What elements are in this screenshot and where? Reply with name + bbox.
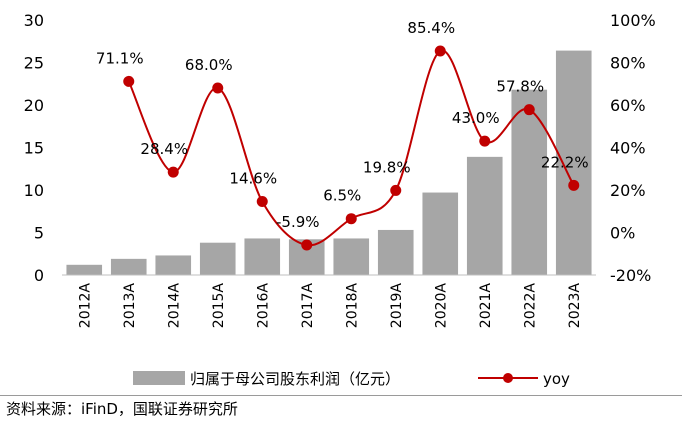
x-tick-label: 2019A: [389, 283, 405, 329]
profit-bar: [333, 238, 370, 275]
x-tick-label: 2023A: [567, 283, 583, 329]
x-tick-label: 2020A: [433, 283, 449, 329]
yoy-markers: [123, 45, 580, 251]
x-tick-label: 2014A: [166, 283, 182, 329]
legend-bar-swatch: [133, 371, 185, 385]
x-tick-label: 2021A: [478, 283, 494, 329]
profit-bar: [466, 156, 503, 275]
profit-bars: [66, 50, 592, 275]
profit-bar: [199, 242, 236, 275]
x-tick-label: 2018A: [344, 283, 360, 329]
right-tick-label: 80%: [610, 54, 646, 73]
right-tick-label: -20%: [610, 266, 651, 285]
yoy-data-label: 6.5%: [323, 187, 361, 205]
profit-bar: [66, 264, 103, 275]
combo-chart: 0 5 10 15 20 25 30 -20% 0% 20% 40% 60% 80% 100% 2012…: [24, 11, 656, 388]
yoy-data-label: 14.6%: [229, 169, 277, 187]
legend-bar-label: 归属于母公司股东利润（亿元）: [190, 370, 400, 388]
yoy-data-label: 71.1%: [96, 49, 144, 67]
right-tick-label: 20%: [610, 181, 646, 200]
right-tick-label: 0%: [610, 224, 635, 243]
yoy-data-label: 28.4%: [140, 140, 188, 158]
yoy-marker: [479, 135, 491, 147]
profit-bar: [110, 258, 147, 275]
yoy-marker: [434, 45, 446, 57]
profit-bar: [155, 255, 192, 275]
x-tick-label: 2012A: [77, 283, 93, 329]
yoy-data-labels: 71.1% 28.4% 68.0% 14.6% -5.9%6.5%19.8% 85.4% 4…: [96, 19, 589, 231]
yoy-data-label: 19.8%: [363, 158, 411, 176]
yoy-marker: [523, 104, 535, 116]
profit-bar: [511, 89, 548, 275]
source-note: 资料来源：iFinD，国联证券研究所: [6, 400, 238, 418]
left-tick-label: 15: [24, 139, 44, 158]
profit-bar: [422, 192, 459, 275]
right-axis-ticks: -20% 0% 20% 40% 60% 80% 100%: [610, 11, 656, 285]
yoy-marker: [301, 239, 313, 251]
left-axis-ticks: 0 5 10 15 20 25 30: [24, 11, 44, 285]
yoy-marker: [345, 213, 357, 225]
right-tick-label: 60%: [610, 96, 646, 115]
x-axis-labels: 2012A 2013A 2014A 2015A 2016A 2017A 2018A 2019A…: [77, 283, 583, 329]
yoy-data-label: -5.9%: [276, 213, 320, 231]
yoy-data-label: 43.0%: [452, 109, 500, 127]
legend-line-label: yoy: [543, 370, 570, 388]
left-tick-label: 0: [34, 266, 44, 285]
yoy-data-label: 85.4%: [407, 19, 455, 37]
profit-bar: [244, 238, 281, 275]
yoy-data-label: 57.8%: [496, 78, 544, 96]
source-divider: [0, 395, 682, 396]
left-tick-label: 20: [24, 96, 44, 115]
yoy-marker: [256, 195, 268, 207]
legend: 归属于母公司股东利润（亿元） yoy: [133, 370, 570, 388]
yoy-data-label: 68.0%: [185, 56, 233, 74]
x-tick-label: 2017A: [300, 283, 316, 329]
left-tick-label: 30: [24, 11, 44, 30]
right-tick-label: 100%: [610, 11, 656, 30]
yoy-marker: [123, 75, 135, 87]
x-tick-label: 2022A: [522, 283, 538, 329]
left-tick-label: 10: [24, 181, 44, 200]
x-tick-label: 2016A: [255, 283, 271, 329]
right-tick-label: 40%: [610, 139, 646, 158]
x-tick-label: 2013A: [122, 283, 138, 329]
x-tick-label: 2015A: [211, 283, 227, 329]
yoy-data-label: 22.2%: [541, 153, 589, 171]
yoy-marker: [568, 179, 580, 191]
yoy-marker: [167, 166, 179, 178]
profit-bar: [377, 229, 414, 275]
left-tick-label: 25: [24, 54, 44, 73]
left-tick-label: 5: [34, 224, 44, 243]
legend-line-marker: [503, 373, 513, 383]
yoy-marker: [212, 82, 224, 94]
yoy-marker: [390, 184, 402, 196]
